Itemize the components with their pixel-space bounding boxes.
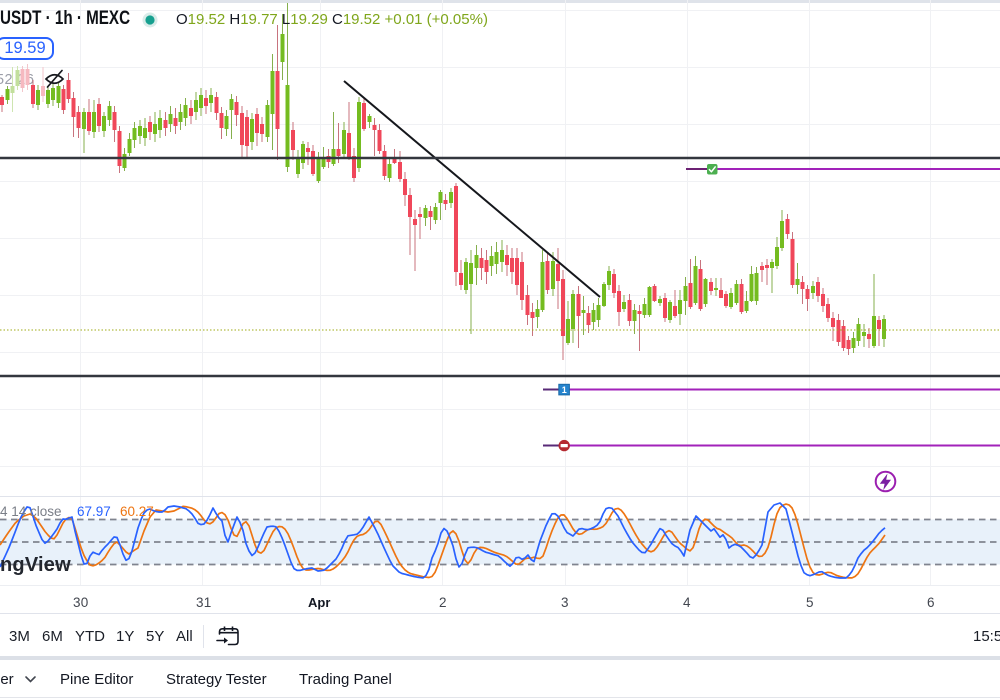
- svg-text:1: 1: [562, 385, 567, 395]
